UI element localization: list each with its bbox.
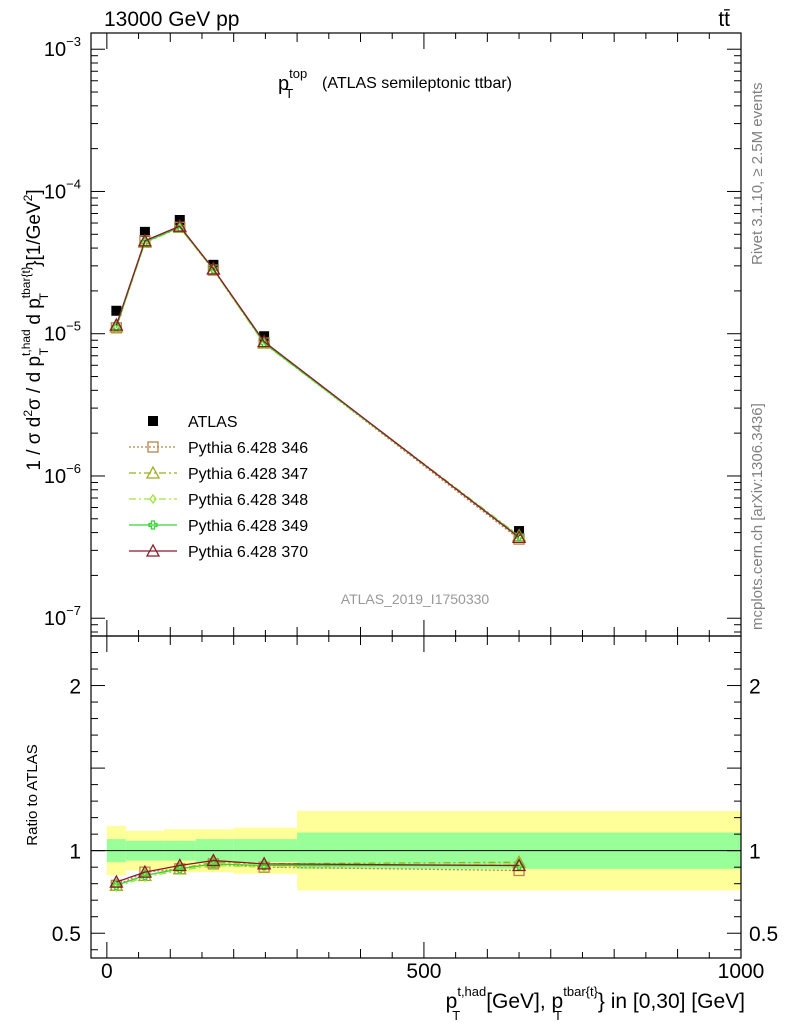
main-ylabel: 1 / σ d2σ / d pt,had T d ptbar{t} T}[1/GeV… — [19, 189, 51, 470]
rivet-label: Rivet 3.1.10, ≥ 2.5M events — [749, 83, 766, 266]
legend-entry-0: ATLAS — [148, 414, 238, 431]
main-title: ptop T — [278, 66, 307, 101]
legend-entry-3: Pythia 6.428 348 — [129, 492, 308, 509]
energy-label: 13000 GeV pp — [104, 8, 239, 31]
ratio-point — [109, 874, 124, 888]
ratio-point — [172, 858, 187, 872]
xlabel: pt,had T[GeV], ptbar{t} T} in [0,30] [GeV] — [446, 984, 745, 1023]
legend-entry-4: Pythia 6.428 349 — [129, 518, 308, 535]
legend-label: Pythia 6.428 347 — [188, 466, 308, 483]
data-point — [511, 530, 527, 544]
x-tick-label: 0 — [101, 960, 113, 983]
ratio-y-tick-label: 0.5 — [52, 923, 81, 946]
ratio-ylabel: Ratio to ATLAS — [24, 744, 41, 845]
data-point — [137, 233, 152, 247]
x-tick-label: 500 — [406, 960, 441, 983]
legend-entry-2: Pythia 6.428 347 — [129, 465, 308, 483]
process-label: tt̄ — [718, 8, 730, 31]
legend-label: Pythia 6.428 370 — [188, 544, 308, 561]
legend-marker — [147, 441, 159, 453]
ratio-series-4 — [109, 853, 527, 888]
data-point — [206, 261, 221, 275]
series-line — [115, 225, 520, 538]
ratio-point — [206, 853, 221, 867]
ratio-point — [112, 881, 121, 893]
ratio-y-tick-label: 1 — [69, 841, 81, 864]
ratio-line — [116, 863, 520, 886]
ratio-line — [116, 863, 520, 888]
y-tick-label: 10−7 — [44, 603, 81, 630]
title-sub: T — [285, 86, 293, 101]
data-point — [112, 322, 121, 333]
title-main: p — [278, 73, 289, 95]
x-tick-label: 1000 — [718, 960, 765, 983]
series-line — [115, 226, 520, 538]
watermark: ATLAS_2019_I1750330 — [341, 591, 490, 607]
ratio-y-tick-label-right: 0.5 — [749, 923, 778, 946]
data-point — [139, 226, 150, 237]
ratio-point — [511, 858, 527, 872]
title-rest: (ATLAS semileptonic ttbar) — [322, 75, 512, 92]
series-0 — [111, 215, 525, 537]
data-point — [109, 317, 124, 331]
series-line — [115, 226, 520, 537]
legend-marker — [148, 416, 158, 426]
y-tick-label: 10−5 — [44, 319, 81, 346]
legend-entry-5: Pythia 6.428 370 — [129, 543, 308, 561]
y-tick-label: 10−4 — [44, 176, 81, 203]
data-point — [111, 305, 122, 316]
series-5 — [109, 218, 527, 544]
ratio-point — [257, 856, 272, 870]
y-tick-label: 10−3 — [44, 34, 81, 61]
legend-label: Pythia 6.428 348 — [188, 492, 308, 509]
ratio-frame — [90, 635, 742, 959]
legend-marker — [149, 493, 157, 505]
ratio-y-tick-label: 2 — [69, 676, 81, 699]
ratio-point — [137, 864, 152, 878]
legend-label: Pythia 6.428 346 — [188, 440, 308, 457]
legend-label: Pythia 6.428 349 — [188, 518, 308, 535]
series-2 — [109, 219, 527, 542]
ratio-y-tick-label-right: 2 — [749, 676, 761, 699]
data-point — [172, 218, 187, 232]
legend-label: ATLAS — [188, 414, 238, 431]
y-tick-label: 10−6 — [44, 461, 81, 488]
title-sup: top — [289, 66, 307, 81]
ratio-y-tick-label-right: 1 — [749, 841, 761, 864]
legend-marker — [148, 520, 158, 530]
mcplots-label: mcplots.cern.ch [arXiv:1306.3436] — [749, 403, 766, 630]
data-point — [257, 334, 272, 348]
legend-marker — [145, 543, 161, 557]
legend-marker — [145, 465, 161, 479]
ratio-point — [206, 854, 221, 868]
legend-entry-1: Pythia 6.428 346 — [129, 440, 308, 457]
